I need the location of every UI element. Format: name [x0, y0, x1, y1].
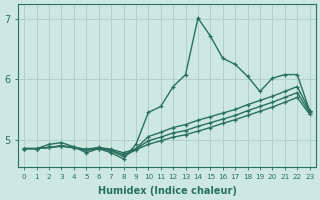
X-axis label: Humidex (Indice chaleur): Humidex (Indice chaleur) [98, 186, 236, 196]
